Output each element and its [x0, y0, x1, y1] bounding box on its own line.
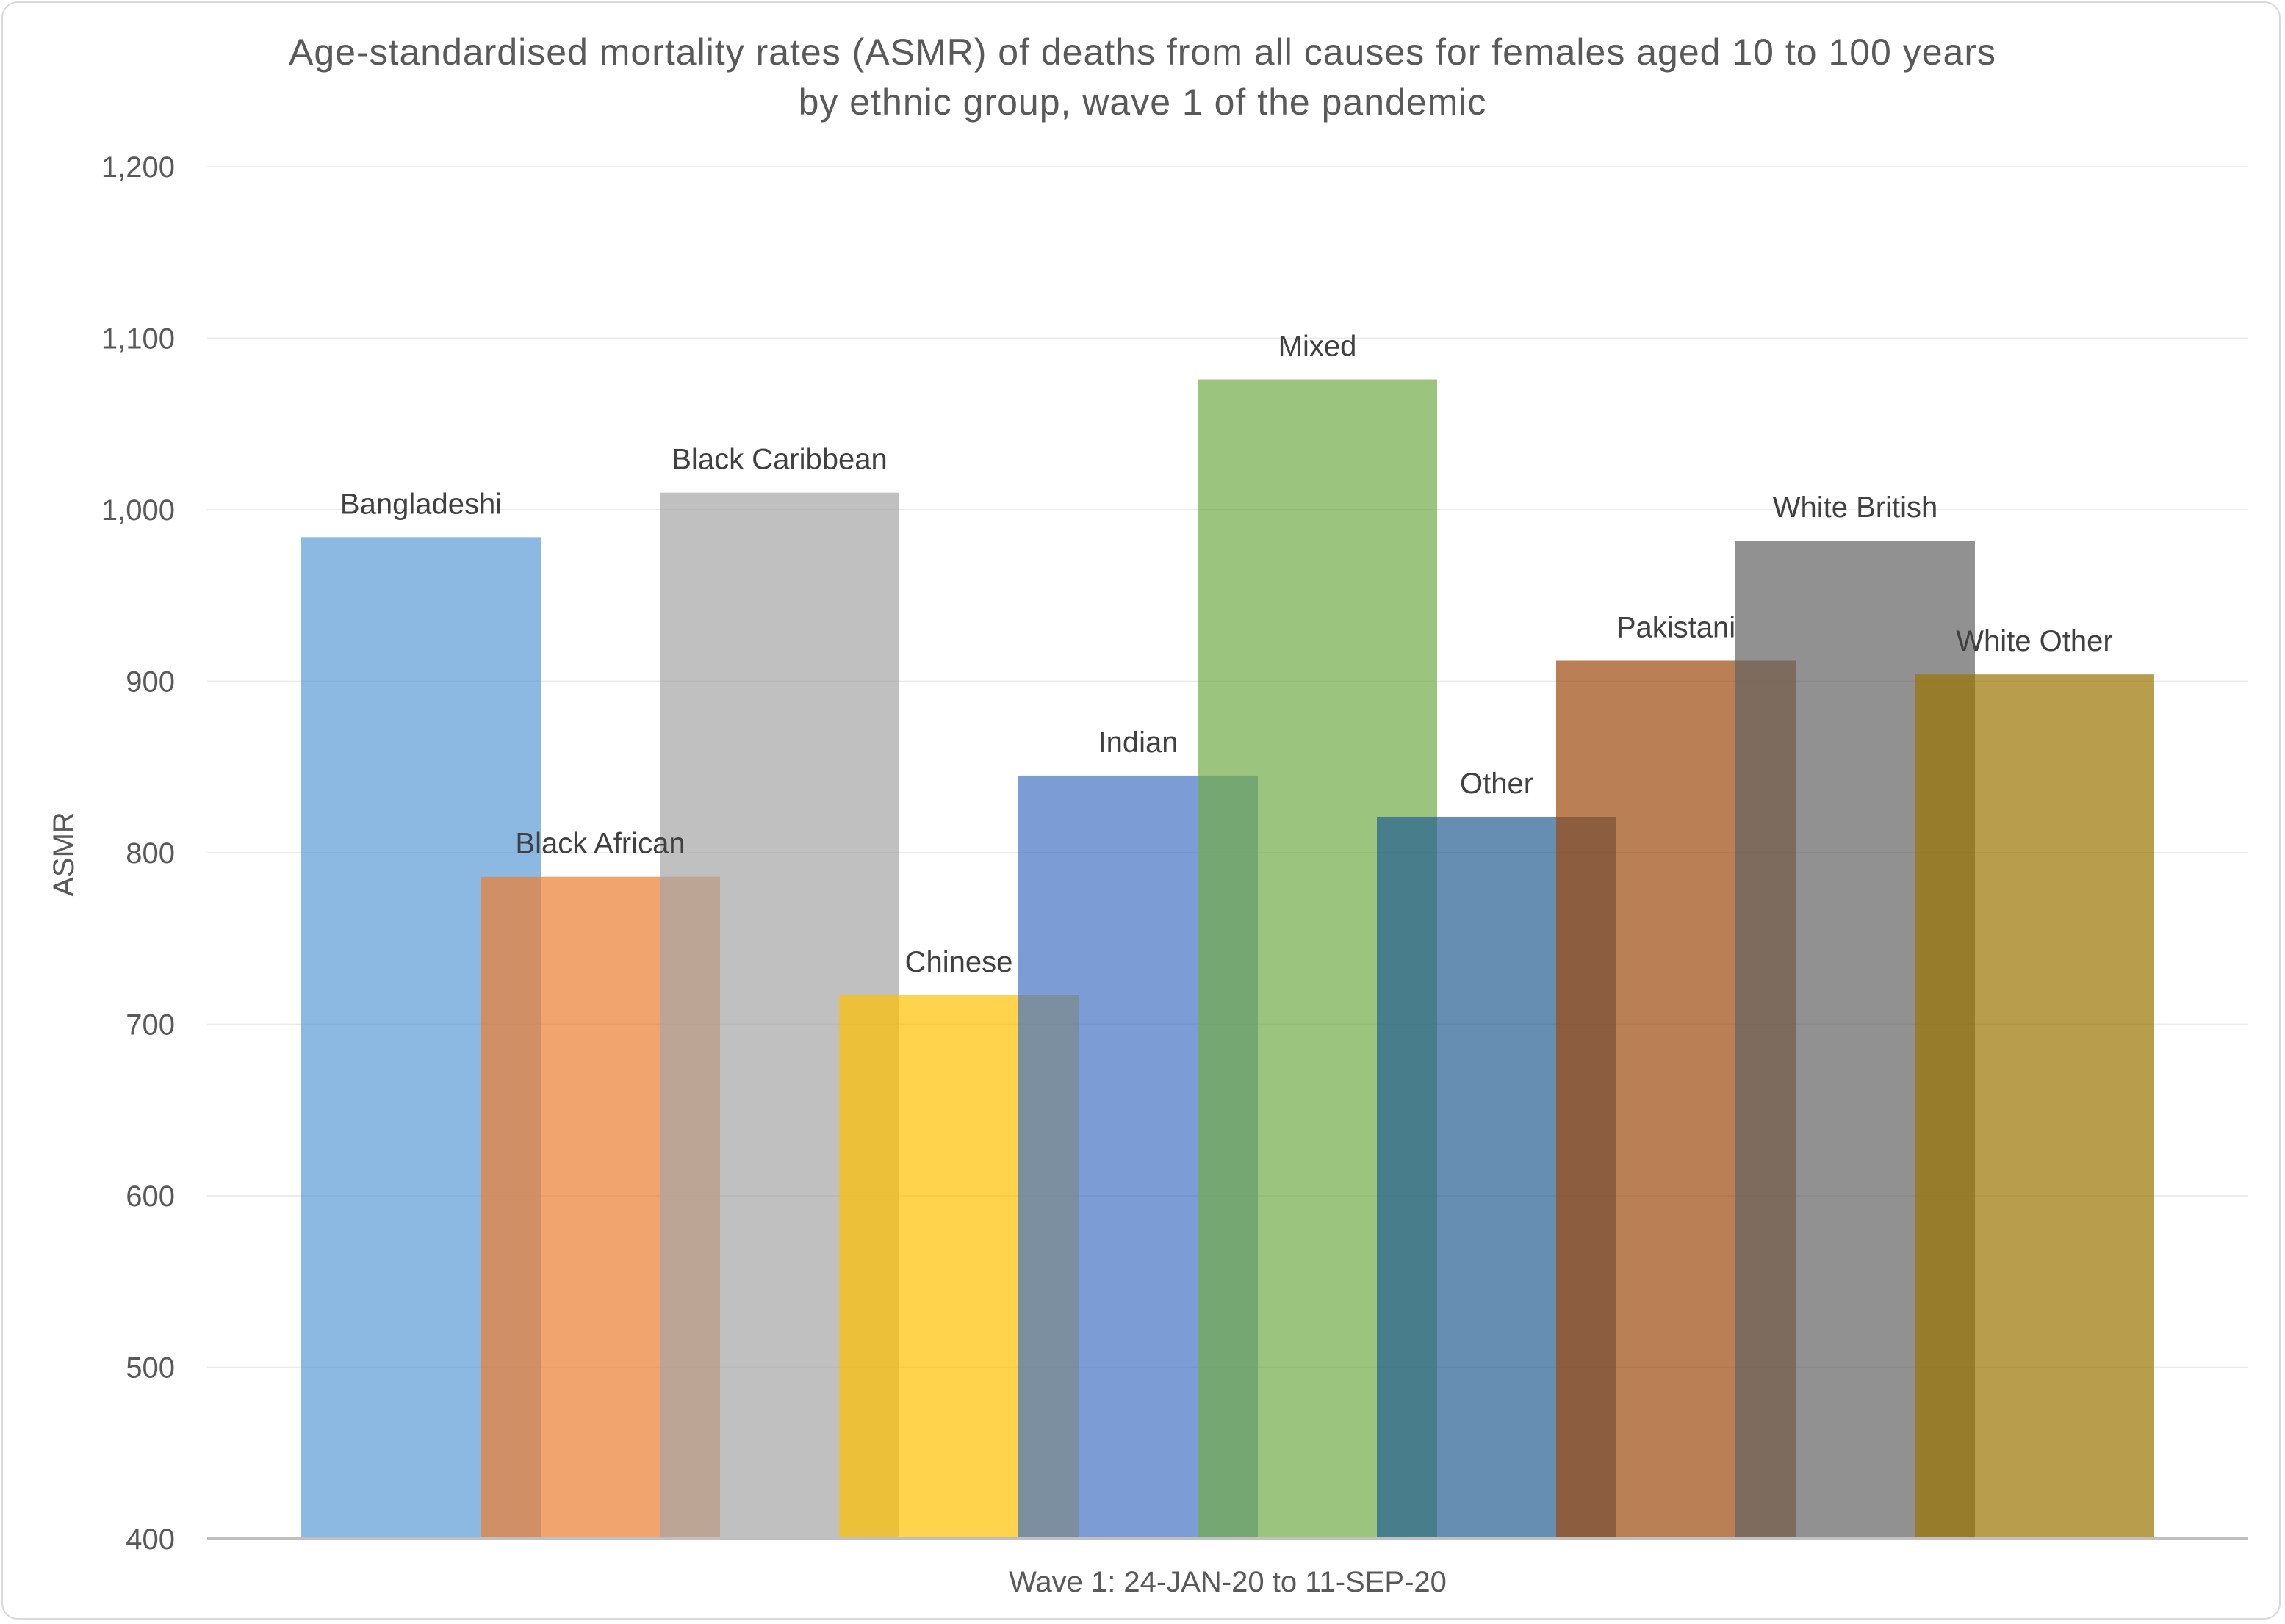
bar-label: Bangladeshi	[340, 488, 502, 520]
bar-label: White Other	[1956, 625, 2112, 657]
y-tick-label: 1,100	[101, 323, 175, 356]
bar-label: Indian	[1098, 726, 1179, 759]
bar-label: Other	[1460, 768, 1533, 800]
y-axis-label: ASMR	[48, 812, 80, 897]
data-labels: Bangladeshi Black African Black Caribbean C…	[340, 331, 2113, 978]
bar-label: White British	[1773, 491, 1938, 524]
chart-title-line-1: Age-standardised mortality rates (ASMR) …	[289, 32, 1996, 73]
bars	[301, 379, 2154, 1540]
bar	[1915, 674, 2154, 1540]
y-tick-label: 700	[126, 1009, 175, 1042]
x-axis-label: Wave 1: 24-JAN-20 to 11-SEP-20	[1009, 1566, 1447, 1598]
bar-label: Black Caribbean	[672, 444, 888, 476]
bar-label: Black African	[515, 828, 685, 860]
bar-label: Mixed	[1278, 331, 1357, 363]
y-tick-label: 400	[126, 1523, 175, 1556]
y-tick-label: 1,000	[101, 494, 175, 527]
y-tick-label: 800	[126, 837, 175, 870]
y-tick-label: 900	[126, 666, 175, 699]
y-tick-label: 1,200	[101, 151, 175, 184]
y-axis-ticks: 400 500 600 700 800 900 1,000 1,100 1,200	[101, 151, 175, 1556]
bar-label: Chinese	[905, 946, 1013, 978]
chart-title: Age-standardised mortality rates (ASMR) …	[289, 32, 1996, 123]
bar-label: Pakistani	[1616, 611, 1735, 643]
y-tick-label: 500	[126, 1352, 175, 1385]
chart-title-line-2: by ethnic group, wave 1 of the pandemic	[799, 82, 1487, 123]
y-tick-label: 600	[126, 1180, 175, 1213]
